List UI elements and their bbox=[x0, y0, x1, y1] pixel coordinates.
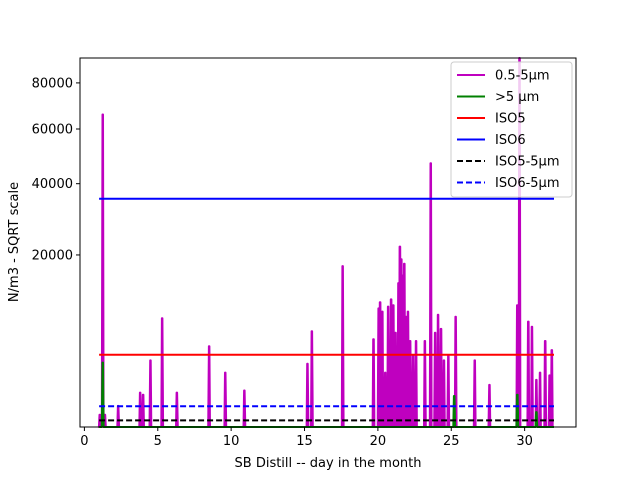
series-line-0 bbox=[97, 57, 554, 428]
legend-label: >5 µm bbox=[495, 90, 539, 105]
x-tick-label: 0 bbox=[80, 434, 88, 449]
y-tick-label: 20000 bbox=[32, 248, 73, 263]
legend-label: ISO5 bbox=[495, 112, 526, 127]
x-tick-label: 20 bbox=[370, 434, 387, 449]
x-tick-label: 25 bbox=[443, 434, 460, 449]
x-tick-label: 10 bbox=[223, 434, 240, 449]
x-tick-label: 30 bbox=[516, 434, 533, 449]
legend-label: 0.5-5µm bbox=[495, 69, 550, 84]
plot-frame bbox=[79, 57, 577, 428]
y-axis: 20000 40000 60000 80000 bbox=[32, 76, 80, 263]
legend-label: ISO6-5µm bbox=[495, 176, 560, 191]
y-tick-label: 80000 bbox=[32, 76, 73, 91]
legend-label: ISO5-5µm bbox=[495, 155, 560, 170]
x-axis-label: SB Distill -- day in the month bbox=[235, 456, 422, 471]
x-axis: 0 5 10 15 20 25 30 bbox=[80, 427, 533, 449]
legend-label: ISO6 bbox=[495, 133, 526, 148]
y-tick-label: 60000 bbox=[32, 123, 73, 138]
y-axis-label: N/m3 - SQRT scale bbox=[7, 182, 22, 302]
y-tick-label: 40000 bbox=[32, 177, 73, 192]
x-tick-label: 15 bbox=[296, 434, 313, 449]
legend: 0.5-5µm >5 µm ISO5 ISO6 ISO5-5µm ISO6-5µm bbox=[450, 61, 573, 198]
x-tick-label: 5 bbox=[154, 434, 162, 449]
